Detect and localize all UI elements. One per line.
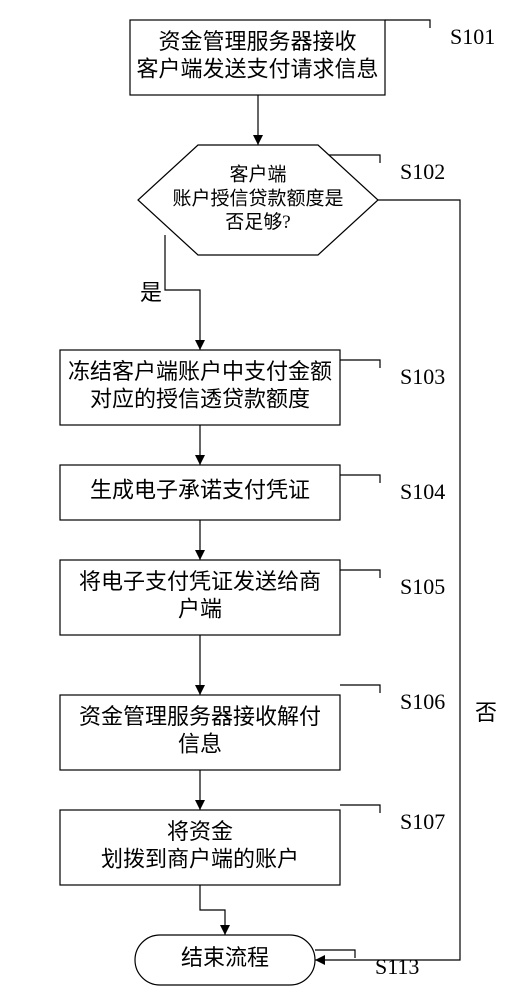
node-text-s113-0: 结束流程 [181, 945, 269, 970]
node-text-s106-0: 资金管理服务器接收解付 [79, 704, 321, 729]
label-connector-s107 [340, 805, 380, 813]
node-text-s107-0: 将资金 [167, 819, 233, 844]
label-connector-s101 [385, 20, 430, 28]
node-text-s101-0: 资金管理服务器接收 [158, 29, 356, 54]
step-label-s106: S106 [400, 689, 445, 714]
node-text-s102-2: 否足够? [225, 211, 290, 233]
step-label-s105: S105 [400, 574, 445, 599]
step-label-s107: S107 [400, 809, 445, 834]
label-connector-s104 [340, 475, 380, 483]
label-connector-s106 [340, 685, 380, 693]
step-label-s103: S103 [400, 364, 445, 389]
node-text-s104-0: 生成电子承诺支付凭证 [90, 478, 310, 503]
node-text-s105-0: 将电子支付凭证发送给商 [79, 569, 321, 594]
step-label-s104: S104 [400, 479, 445, 504]
node-text-s107-1: 划拨到商户端的账户 [101, 846, 299, 871]
edge-s107-s113 [200, 885, 225, 935]
node-text-s106-1: 信息 [178, 731, 222, 756]
label-connector-s103 [340, 360, 380, 368]
edge-label-s102-s113: 否 [475, 700, 497, 725]
node-text-s101-1: 客户端发送支付请求信息 [136, 56, 378, 81]
flowchart-canvas: 是否 资金管理服务器接收客户端发送支付请求信息客户端账户授信贷款额度是否足够? 冻结… [0, 0, 527, 1000]
step-label-s113: S113 [375, 954, 419, 979]
step-label-s102: S102 [400, 159, 445, 184]
node-text-s102-0: 客户端 [229, 164, 286, 186]
step-label-s101: S101 [450, 24, 495, 49]
node-text-s102-1: 账户授信贷款额度是 [172, 187, 343, 209]
node-text-s105-1: 户端 [178, 596, 222, 621]
edge-label-s102-s103: 是 [140, 280, 162, 305]
label-connector-s113 [315, 950, 355, 958]
node-text-s103-0: 冻结客户端账户中支付金额 [68, 359, 332, 384]
label-connector-s105 [340, 570, 380, 578]
node-text-s103-1: 对应的授信透贷款额度 [90, 386, 310, 411]
